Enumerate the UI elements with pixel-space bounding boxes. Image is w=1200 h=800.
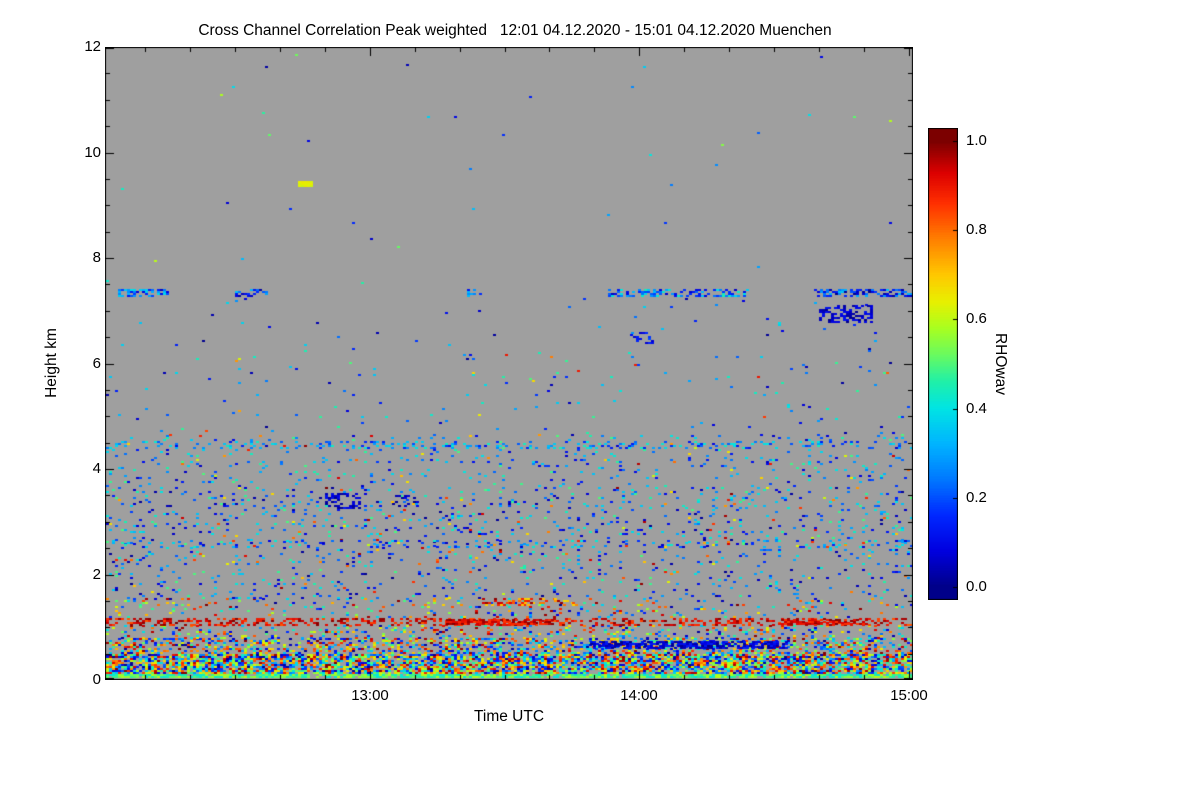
- colorbar-tick-label: 0.0: [966, 578, 987, 595]
- x-tick-label: 13:00: [351, 687, 389, 704]
- colorbar-tick-label: 0.4: [966, 400, 987, 417]
- heatmap-plot-canvas: [105, 47, 913, 680]
- colorbar-tick-label: 0.6: [966, 310, 987, 327]
- y-tick-label: 4: [92, 460, 101, 477]
- colorbar-tick-label: 0.2: [966, 489, 987, 506]
- y-tick-label: 12: [84, 38, 101, 55]
- colorbar-canvas: [928, 128, 958, 600]
- x-tick-label: 15:00: [890, 687, 928, 704]
- colorbar-tick-label: 1.0: [966, 132, 987, 149]
- x-axis-label: Time UTC: [473, 708, 545, 725]
- colorbar-label: RHOwav: [992, 332, 1009, 396]
- colorbar-tick-label: 0.8: [966, 221, 987, 238]
- y-tick-label: 6: [92, 355, 101, 372]
- y-tick-label: 2: [92, 566, 101, 583]
- chart-title: Cross Channel Correlation Peak weighted …: [198, 22, 832, 39]
- y-tick-label: 10: [84, 144, 101, 161]
- y-tick-label: 0: [92, 671, 101, 688]
- x-tick-label: 14:00: [620, 687, 658, 704]
- y-tick-label: 8: [92, 249, 101, 266]
